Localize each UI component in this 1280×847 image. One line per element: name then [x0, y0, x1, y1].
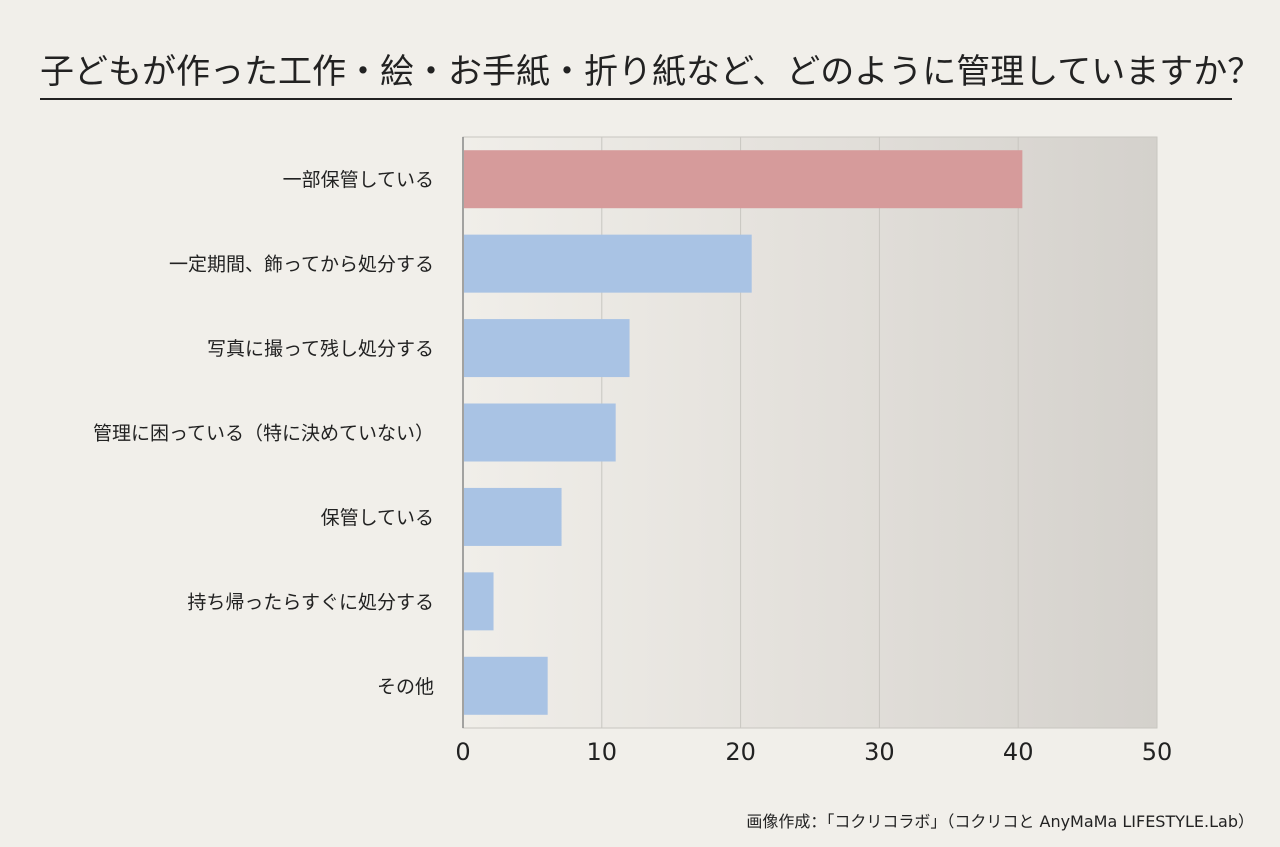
- x-tick-label-20: 20: [725, 738, 756, 766]
- x-tick-label-10: 10: [587, 738, 618, 766]
- bar-3: [464, 403, 616, 462]
- category-label-0: 一部保管している: [283, 169, 434, 191]
- bar-5: [464, 572, 494, 631]
- bar-2: [464, 319, 630, 378]
- x-tick-labels: 0 10 20 30 40 50: [455, 738, 1172, 766]
- bar-6: [464, 656, 548, 715]
- category-label-5: 持ち帰ったらすぐに処分する: [187, 591, 434, 613]
- category-label-1: 一定期間、飾ってから処分する: [169, 254, 434, 276]
- chart-title: 子どもが作った工作・絵・お手紙・折り紙など、どのように管理していますか？: [40, 46, 1261, 100]
- x-tick-label-40: 40: [1003, 738, 1034, 766]
- x-tick-label-0: 0: [455, 738, 470, 766]
- image-credit: 画像作成：「コクリコラボ」（コクリコと AnyMaMa LIFESTYLE.La…: [746, 812, 1254, 831]
- category-label-3: 管理に困っている（特に決めていない）: [93, 423, 434, 445]
- bars: [464, 150, 1023, 715]
- category-label-6: その他: [377, 676, 434, 698]
- x-tick-label-50: 50: [1142, 738, 1173, 766]
- bar-0: [464, 150, 1023, 209]
- category-label-2: 写真に撮って残し処分する: [207, 338, 434, 360]
- category-labels: 一部保管している一定期間、飾ってから処分する写真に撮って残し処分する管理に困って…: [93, 169, 434, 698]
- bar-1: [464, 234, 752, 293]
- category-label-4: 保管している: [321, 507, 434, 529]
- bar-4: [464, 487, 562, 546]
- x-tick-label-30: 30: [864, 738, 895, 766]
